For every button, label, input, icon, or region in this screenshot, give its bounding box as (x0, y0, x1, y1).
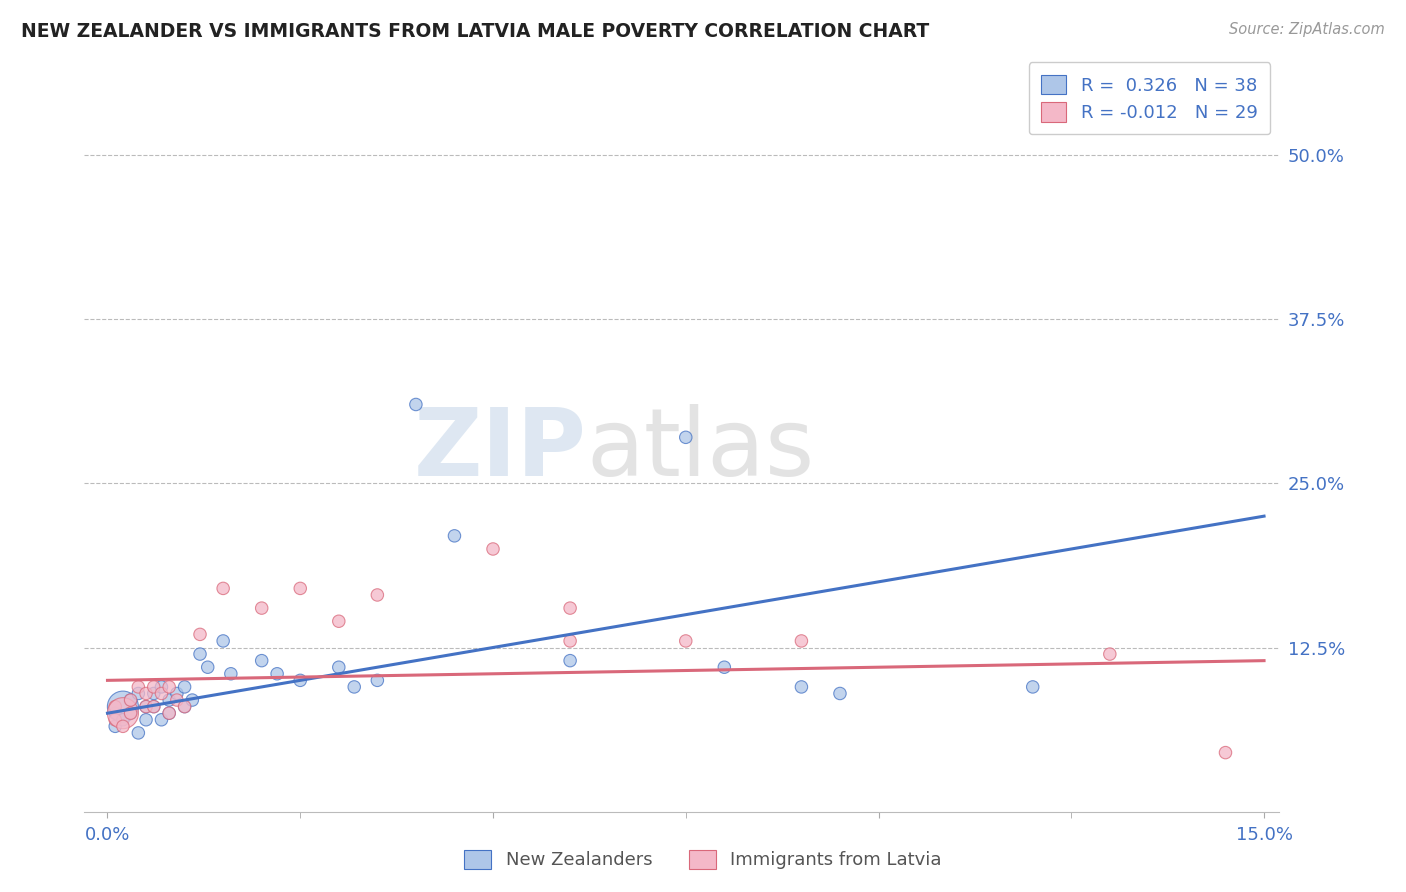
Point (366, 588, 388, 602)
Point (675, 430, 697, 444)
Point (250, 654, 273, 668)
Text: NEW ZEALANDER VS IMMIGRANTS FROM LATVIA MALE POVERTY CORRELATION CHART: NEW ZEALANDER VS IMMIGRANTS FROM LATVIA … (21, 22, 929, 41)
Point (127, 680, 149, 694)
Point (558, 601, 581, 615)
Point (104, 713, 127, 727)
Point (828, 686, 851, 700)
Point (166, 686, 188, 700)
Point (188, 647, 211, 661)
Point (675, 634, 697, 648)
Point (790, 680, 813, 694)
Point (443, 529, 465, 543)
Point (111, 713, 134, 727)
Point (266, 666, 288, 681)
Text: ZIP: ZIP (413, 404, 586, 497)
Point (120, 693, 142, 707)
Point (290, 582, 312, 596)
Point (173, 699, 195, 714)
Legend: New Zealanders, Immigrants from Latvia: New Zealanders, Immigrants from Latvia (456, 841, 950, 879)
Point (713, 660, 735, 674)
Point (166, 693, 188, 707)
Point (173, 680, 195, 694)
Point (135, 699, 157, 714)
Point (290, 673, 312, 688)
Point (142, 686, 165, 700)
Point (181, 693, 204, 707)
Legend: R =  0.326   N = 38, R = -0.012   N = 29: R = 0.326 N = 38, R = -0.012 N = 29 (1029, 62, 1271, 135)
Point (142, 680, 165, 694)
Point (104, 699, 127, 714)
Point (1022, 680, 1045, 694)
Point (150, 686, 173, 700)
Point (482, 541, 505, 556)
Point (157, 706, 180, 721)
Point (328, 614, 350, 628)
Point (120, 693, 142, 707)
Point (212, 582, 235, 596)
Point (343, 680, 366, 694)
Point (135, 699, 157, 714)
Point (135, 686, 157, 700)
Point (142, 699, 165, 714)
Point (111, 699, 134, 714)
Point (1215, 746, 1237, 760)
Point (219, 666, 242, 681)
Point (127, 686, 149, 700)
Point (558, 654, 581, 668)
Point (212, 634, 235, 648)
Point (104, 719, 127, 733)
Point (120, 706, 142, 721)
Point (197, 660, 219, 674)
Point (173, 699, 195, 714)
Point (328, 660, 350, 674)
Point (127, 726, 149, 740)
Point (558, 634, 581, 648)
Point (157, 693, 180, 707)
Point (111, 706, 134, 721)
Point (366, 673, 388, 688)
Point (188, 627, 211, 641)
Text: atlas: atlas (586, 404, 814, 497)
Point (250, 601, 273, 615)
Point (104, 706, 127, 721)
Point (157, 680, 180, 694)
Point (120, 706, 142, 721)
Point (1098, 647, 1121, 661)
Point (111, 719, 134, 733)
Point (405, 397, 427, 411)
Point (150, 680, 173, 694)
Point (790, 634, 813, 648)
Text: Source: ZipAtlas.com: Source: ZipAtlas.com (1229, 22, 1385, 37)
Point (150, 713, 173, 727)
Point (142, 699, 165, 714)
Point (135, 713, 157, 727)
Point (157, 706, 180, 721)
